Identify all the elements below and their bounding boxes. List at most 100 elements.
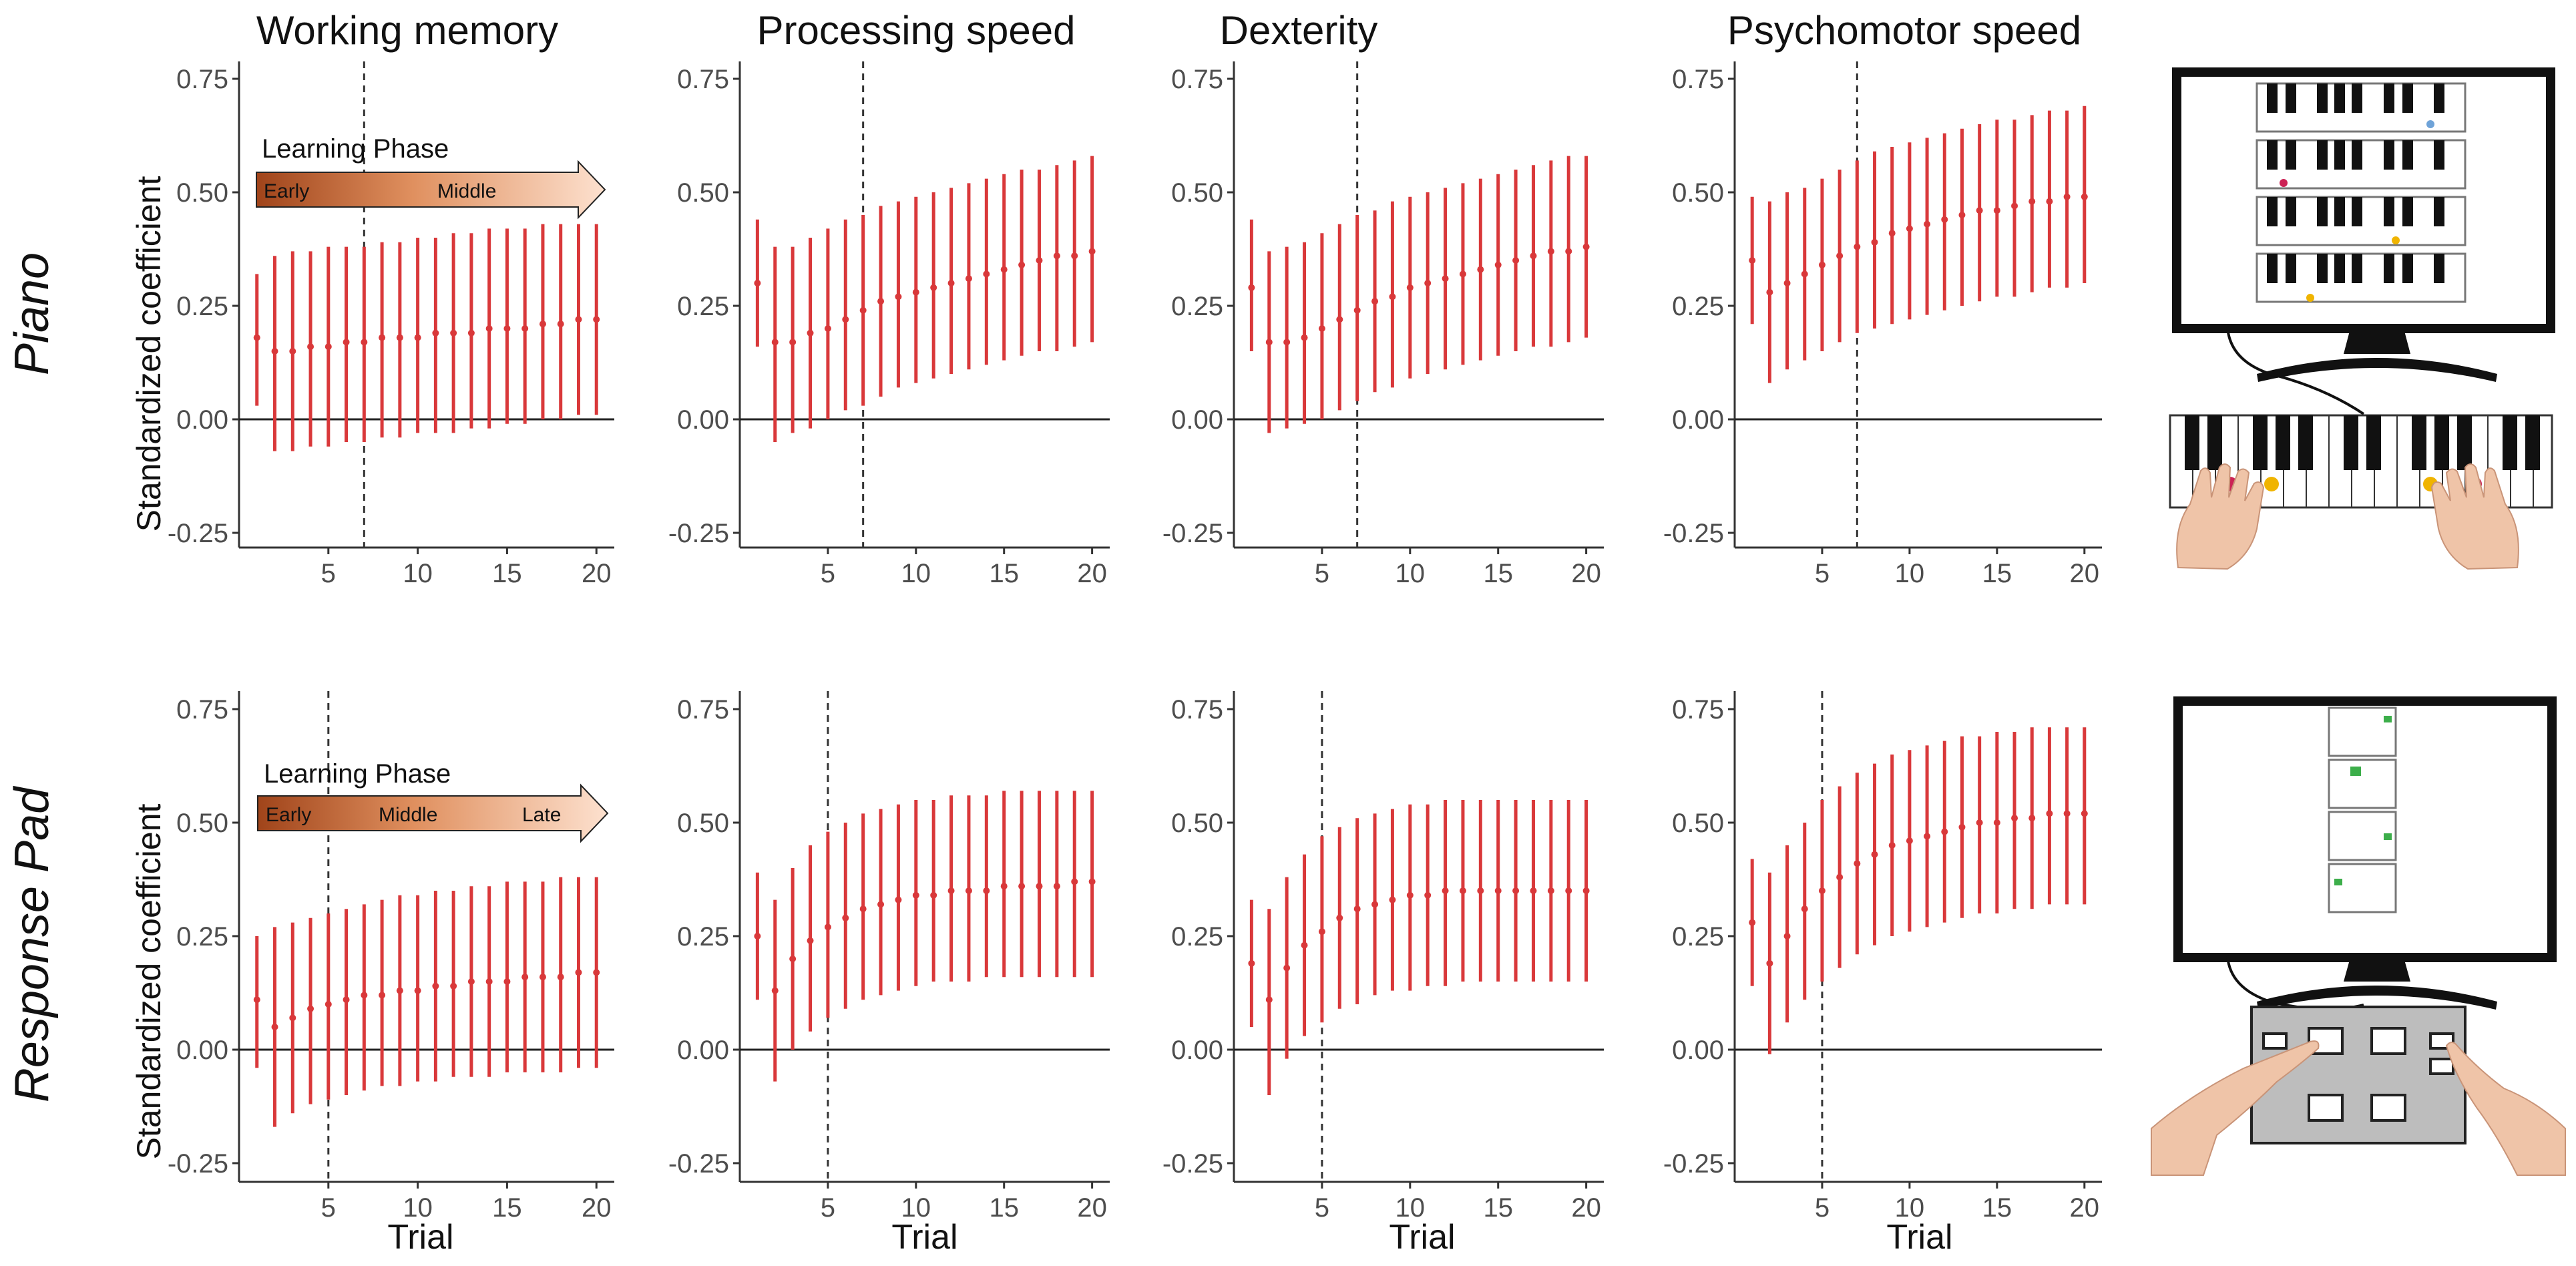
learning-phase-arrow-response-pad: Learning Phase Early Middle Late	[257, 759, 609, 843]
point-estimate	[983, 887, 990, 894]
y-tick-label: -0.25	[1663, 519, 1724, 548]
y-tick-label: 0.25	[1171, 922, 1223, 952]
point-estimate	[1353, 306, 1361, 314]
point-estimate	[1265, 996, 1273, 1004]
row-label-response-pad: Response Pad	[5, 786, 59, 1102]
row-label-piano: Piano	[5, 252, 59, 375]
point-estimate	[1442, 275, 1449, 282]
chart-piano-processing-speed: -0.25 0.00 0.25 0.50 0.75 5 10 15 20	[668, 61, 1110, 588]
y-tick-label: 0.75	[1171, 65, 1223, 94]
x-tick-label: 20	[1077, 1193, 1107, 1223]
x-tick-label: 20	[582, 559, 612, 588]
chart-response-pad-processing-speed: -0.25 0.00 0.25 0.50 0.75 5 10 15 20	[668, 691, 1110, 1223]
x-tick-label: 15	[1483, 1193, 1513, 1223]
point-estimate	[895, 896, 902, 903]
y-tick-label: 0.25	[1672, 292, 1724, 321]
x-tick-label: 10	[403, 559, 433, 588]
point-estimate	[1888, 842, 1896, 849]
point-estimate	[307, 343, 314, 351]
point-estimate	[1036, 257, 1043, 264]
point-estimate	[271, 1024, 278, 1030]
point-estimate	[842, 914, 849, 921]
point-estimate	[1477, 266, 1484, 273]
point-estimate	[485, 978, 493, 985]
y-tick-label: 0.25	[1672, 922, 1724, 952]
x-tick-label: 10	[901, 1193, 931, 1223]
response-pad-icon	[2250, 1006, 2466, 1144]
point-estimate	[1766, 288, 1773, 296]
point-estimate	[1941, 216, 1948, 223]
y-tick-label: 0.50	[1672, 178, 1724, 208]
phase-arrow-shape	[256, 160, 606, 220]
point-estimate	[450, 329, 457, 337]
point-estimate	[824, 923, 831, 931]
point-estimate	[343, 996, 350, 1004]
y-tick-label: -0.25	[168, 1149, 228, 1179]
point-estimate	[1301, 334, 1308, 341]
point-estimate	[1424, 891, 1432, 899]
x-axis-title-dexterity: Trial	[1389, 1218, 1455, 1257]
x-tick-label: 20	[582, 1193, 612, 1223]
point-estimate	[1477, 887, 1484, 894]
point-estimate	[2046, 810, 2053, 817]
point-estimate	[1836, 252, 1844, 260]
point-estimate	[2081, 810, 2088, 817]
piano-setup-illustration	[2169, 67, 2555, 570]
point-estimate	[557, 974, 564, 981]
x-tick-label: 20	[1571, 559, 1601, 588]
point-estimate	[1871, 238, 1878, 246]
chart-response-pad-working-memory: -0.25 0.00 0.25 0.50 0.75 5 10 15 20	[168, 691, 614, 1223]
point-estimate	[1088, 878, 1096, 885]
point-estimate	[1036, 883, 1043, 890]
point-estimate	[1442, 887, 1449, 894]
point-estimate	[1071, 878, 1078, 885]
point-estimate	[2063, 810, 2071, 817]
point-estimate	[343, 339, 350, 346]
x-tick-label: 5	[821, 1193, 835, 1223]
y-tick-label: 0.25	[1171, 292, 1223, 321]
chart-piano-working-memory: -0.25 0.00 0.25 0.50 0.75 5 10 15 20	[168, 61, 614, 588]
y-tick-label: 0.00	[1171, 1036, 1223, 1065]
chart-response-pad-psychomotor-speed: -0.25 0.00 0.25 0.50 0.75 5 10 15 20	[1663, 691, 2102, 1223]
point-estimate	[1353, 905, 1361, 913]
point-estimate	[1888, 230, 1896, 237]
x-tick-label: 5	[321, 1193, 336, 1223]
point-estimate	[271, 348, 278, 355]
point-estimate	[521, 974, 529, 981]
point-estimate	[1871, 851, 1878, 858]
on-screen-pads	[2328, 706, 2397, 913]
chart-piano-dexterity: -0.25 0.00 0.25 0.50 0.75 5 10 15 20	[1162, 61, 1604, 588]
x-tick-label: 15	[492, 559, 522, 588]
point-estimate	[325, 343, 332, 351]
point-estimate	[2011, 202, 2018, 210]
point-estimate	[842, 316, 849, 323]
point-estimate	[1459, 270, 1466, 278]
point-estimate	[1565, 248, 1572, 255]
point-estimate	[965, 275, 972, 282]
phase-label-middle: Middle	[437, 180, 496, 202]
point-estimate	[965, 887, 972, 894]
point-estimate	[1582, 887, 1590, 894]
y-tick-label: 0.75	[677, 65, 729, 94]
learning-phase-title: Learning Phase	[264, 759, 451, 789]
x-tick-label: 20	[1571, 1193, 1601, 1223]
point-estimate	[575, 969, 582, 976]
x-tick-label: 10	[403, 1193, 433, 1223]
phase-label-late: Late	[522, 804, 561, 826]
y-tick-label: 0.25	[677, 292, 729, 321]
point-estimate	[1283, 964, 1291, 972]
x-tick-label: 15	[492, 1193, 522, 1223]
point-estimate	[1818, 261, 1826, 268]
point-estimate	[912, 288, 919, 296]
point-estimate	[1547, 248, 1554, 255]
y-tick-label: 0.00	[1672, 1036, 1724, 1065]
point-estimate	[1389, 896, 1396, 903]
point-estimate	[539, 974, 546, 981]
x-tick-label: 10	[901, 559, 931, 588]
point-estimate	[2011, 815, 2018, 822]
point-estimate	[789, 956, 797, 962]
point-estimate	[289, 348, 296, 355]
y-tick-label: -0.25	[1162, 519, 1223, 548]
point-estimate	[789, 339, 797, 346]
